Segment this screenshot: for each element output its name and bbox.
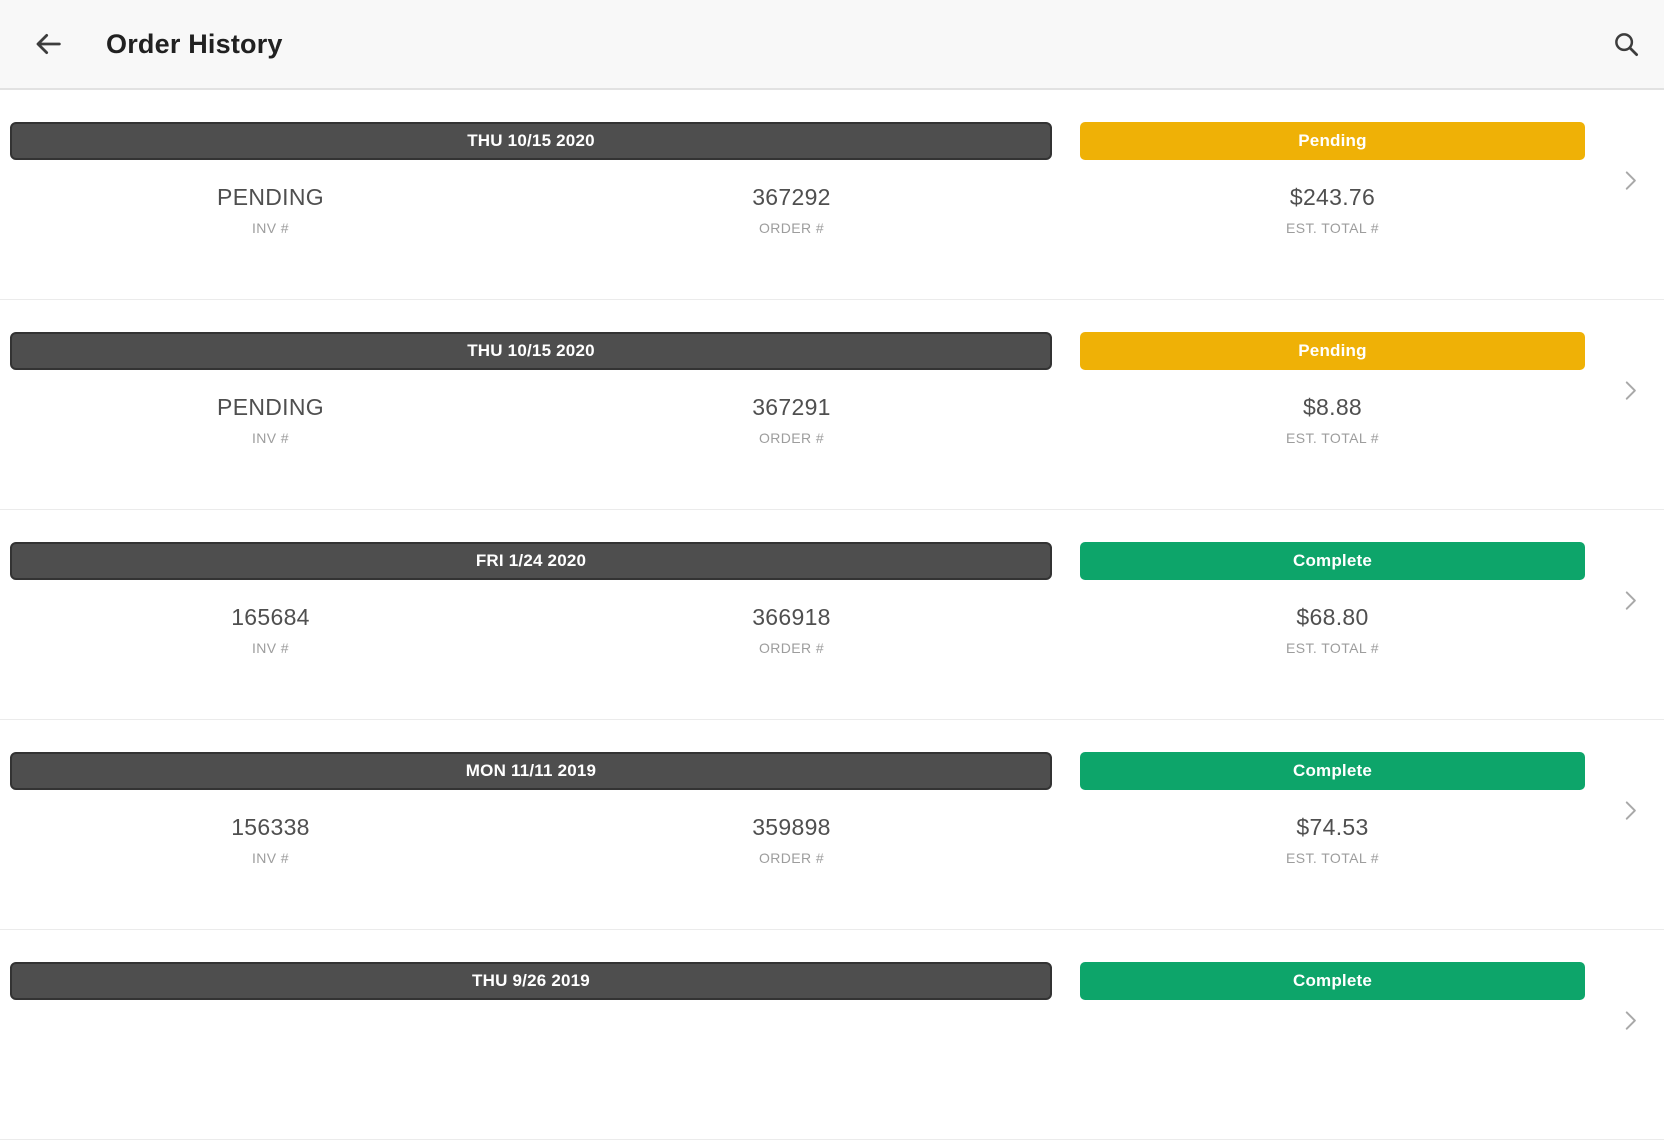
status-badge: Pending: [1080, 122, 1585, 160]
total-label: EST. TOTAL #: [1286, 850, 1379, 866]
order-label: ORDER #: [758, 640, 825, 656]
chevron-right-icon[interactable]: [1617, 1007, 1643, 1033]
back-arrow-icon: [36, 33, 61, 55]
back-button[interactable]: [18, 14, 78, 74]
order-number: 366918: [752, 604, 831, 630]
estimated-total: $74.53: [1296, 814, 1369, 840]
search-button[interactable]: [1596, 14, 1656, 74]
order-card[interactable]: FRI 1/24 2020 Complete 165684 INV # 3669…: [0, 510, 1664, 720]
order-date-banner: FRI 1/24 2020: [10, 542, 1052, 580]
chevron-right-icon[interactable]: [1617, 797, 1643, 823]
order-number: 359898: [752, 814, 831, 840]
search-icon: [1615, 33, 1638, 56]
chevron-right-icon[interactable]: [1617, 167, 1643, 193]
chevron-right-icon[interactable]: [1617, 377, 1643, 403]
status-badge: Complete: [1080, 752, 1585, 790]
order-card[interactable]: THU 9/26 2019 Complete: [0, 930, 1664, 1140]
chevron-right-icon[interactable]: [1617, 587, 1643, 613]
order-date-banner: THU 9/26 2019: [10, 962, 1052, 1000]
invoice-label: INV #: [251, 220, 289, 236]
status-badge: Pending: [1080, 332, 1585, 370]
estimated-total: $243.76: [1289, 184, 1376, 210]
order-label: ORDER #: [758, 850, 825, 866]
invoice-number: PENDING: [217, 394, 324, 420]
order-card[interactable]: THU 10/15 2020 Pending PENDING INV # 367…: [0, 90, 1664, 300]
status-badge: Complete: [1080, 542, 1585, 580]
status-badge: Complete: [1080, 962, 1585, 1000]
order-date-banner: MON 11/11 2019: [10, 752, 1052, 790]
estimated-total: $8.88: [1302, 394, 1363, 420]
order-card[interactable]: MON 11/11 2019 Complete 156338 INV # 359…: [0, 720, 1664, 930]
order-number: 367292: [752, 184, 831, 210]
order-label: ORDER #: [758, 430, 825, 446]
invoice-number: 156338: [231, 814, 310, 840]
order-list: THU 10/15 2020 Pending PENDING INV # 367…: [0, 90, 1664, 1140]
order-label: ORDER #: [758, 220, 825, 236]
page-title: Order History: [106, 28, 283, 59]
invoice-label: INV #: [251, 850, 289, 866]
total-label: EST. TOTAL #: [1286, 220, 1379, 236]
invoice-label: INV #: [251, 430, 289, 446]
invoice-number: PENDING: [217, 184, 324, 210]
order-date-banner: THU 10/15 2020: [10, 332, 1052, 370]
order-number: 367291: [752, 394, 831, 420]
app-bar: Order History: [0, 0, 1664, 90]
invoice-label: INV #: [251, 640, 289, 656]
invoice-number: 165684: [231, 604, 310, 630]
order-card[interactable]: THU 10/15 2020 Pending PENDING INV # 367…: [0, 300, 1664, 510]
estimated-total: $68.80: [1296, 604, 1369, 630]
total-label: EST. TOTAL #: [1286, 430, 1379, 446]
order-date-banner: THU 10/15 2020: [10, 122, 1052, 160]
total-label: EST. TOTAL #: [1286, 640, 1379, 656]
